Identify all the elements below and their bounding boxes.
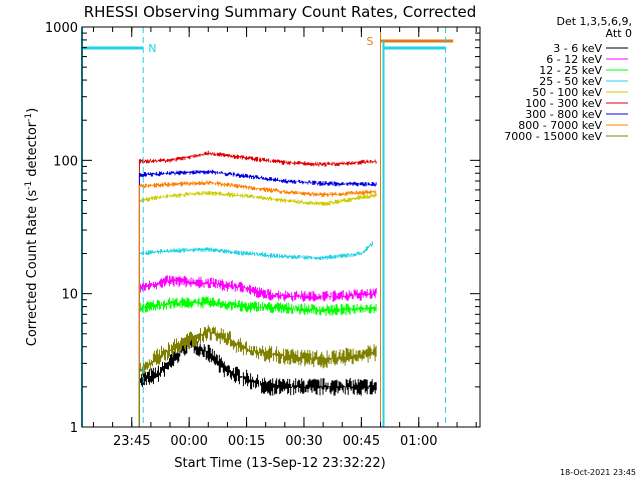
y-tick-label: 1 bbox=[70, 421, 78, 436]
series-line bbox=[138, 169, 377, 427]
legend-label: 25 - 50 keV bbox=[539, 75, 602, 88]
legend-header: Att 0 bbox=[606, 27, 632, 40]
y-axis-label: Corrected Count Rate (s-1 detector-1) bbox=[24, 108, 40, 346]
flag-label: N bbox=[148, 42, 156, 55]
y-tick-label: 10 bbox=[61, 288, 78, 303]
flag-label: S bbox=[367, 35, 374, 48]
x-tick-label: 00:15 bbox=[228, 434, 265, 449]
plot-frame bbox=[81, 26, 481, 428]
series-line bbox=[138, 241, 373, 427]
chart-title: RHESSI Observing Summary Count Rates, Co… bbox=[84, 3, 477, 21]
x-tick-label: 00:30 bbox=[285, 434, 322, 449]
legend-label: 300 - 800 keV bbox=[525, 108, 602, 121]
legend-label: 6 - 12 keV bbox=[546, 53, 602, 66]
series-line bbox=[138, 325, 377, 427]
legend-label: 12 - 25 keV bbox=[539, 64, 602, 77]
x-tick-label: 01:00 bbox=[400, 434, 437, 449]
footer-timestamp: 18-Oct-2021 23:45 bbox=[560, 468, 636, 477]
series-line bbox=[138, 150, 377, 427]
y-tick-label: 1000 bbox=[45, 21, 78, 36]
x-tick-label: 23:45 bbox=[113, 434, 150, 449]
series-line bbox=[138, 180, 377, 427]
x-tick-label: 00:00 bbox=[170, 434, 207, 449]
legend-header: Det 1,3,5,6,9, bbox=[556, 15, 632, 28]
x-axis-label: Start Time (13-Sep-12 23:32:22) bbox=[174, 456, 385, 471]
legend-label: 50 - 100 keV bbox=[532, 86, 602, 99]
y-tick-label: 100 bbox=[53, 154, 78, 169]
x-tick-label: 00:45 bbox=[343, 434, 380, 449]
legend-label: 100 - 300 keV bbox=[525, 97, 602, 110]
legend-label: 3 - 6 keV bbox=[553, 42, 602, 55]
legend-label: 7000 - 15000 keV bbox=[504, 130, 602, 143]
legend-label: 800 - 7000 keV bbox=[518, 119, 602, 132]
series-line bbox=[138, 296, 377, 427]
